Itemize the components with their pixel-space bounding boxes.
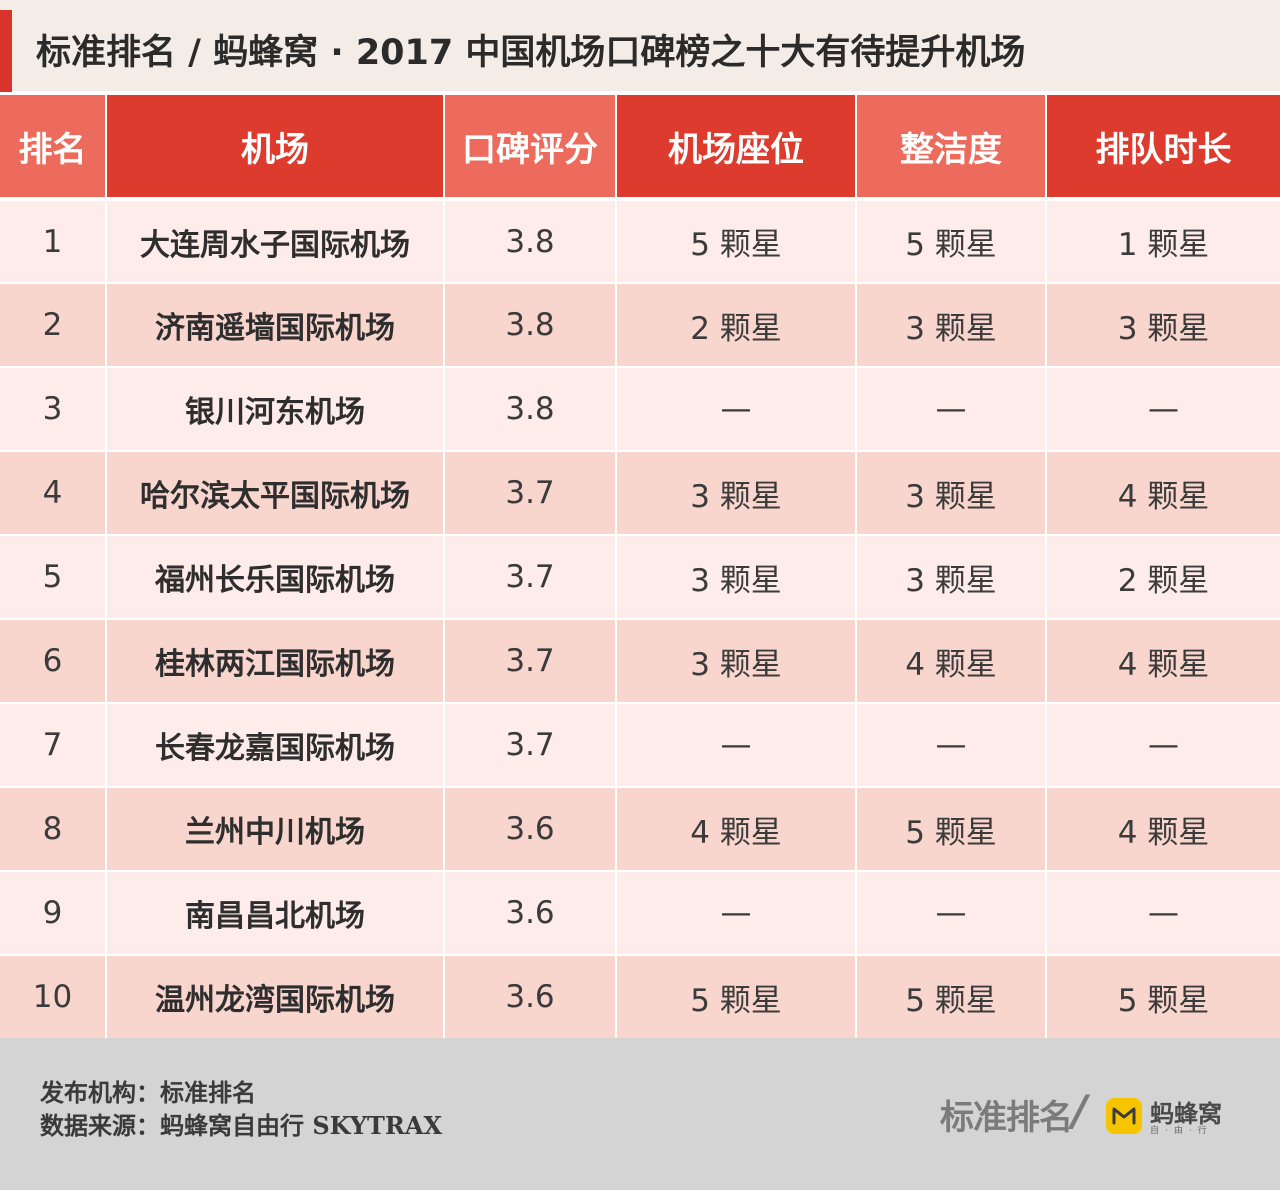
- score-cell: 3.7: [444, 619, 617, 704]
- seats-cell: 4 颗星: [616, 787, 857, 872]
- airport-name-cell: 温州龙湾国际机场: [106, 955, 445, 1040]
- table-row: 8 兰州中川机场 3.6 4 颗星 5 颗星 4 颗星: [0, 787, 1280, 872]
- score-cell: 3.7: [444, 535, 617, 620]
- seats-cell: 3 颗星: [616, 619, 857, 704]
- table-row: 3 银川河东机场 3.8 — — —: [0, 367, 1280, 452]
- cleanliness-cell: 5 颗星: [856, 955, 1047, 1040]
- score-cell: 3.6: [444, 787, 617, 872]
- data-source-text: 数据来源：蚂蜂窝自由行 SKYTRAX: [40, 1111, 443, 1140]
- table-row: 1 大连周水子国际机场 3.8 5 颗星 5 颗星 1 颗星: [0, 199, 1280, 284]
- airport-name-cell: 南昌昌北机场: [106, 871, 445, 956]
- cleanliness-cell: 5 颗星: [856, 199, 1047, 284]
- seats-cell: 5 颗星: [616, 199, 857, 284]
- queue-cell: —: [1046, 703, 1280, 788]
- cleanliness-cell: —: [856, 367, 1047, 452]
- column-header-airport: 机场: [106, 95, 445, 201]
- rank-cell: 4: [0, 451, 107, 536]
- column-header-rank: 排名: [0, 95, 107, 201]
- rank-cell: 5: [0, 535, 107, 620]
- seats-cell: 3 颗星: [616, 451, 857, 536]
- score-cell: 3.6: [444, 871, 617, 956]
- airport-name-cell: 大连周水子国际机场: [106, 199, 445, 284]
- page-title: 标准排名 / 蚂蜂窝 · 2017 中国机场口碑榜之十大有待提升机场: [36, 33, 1026, 73]
- mafengwo-m-icon: [1112, 1107, 1136, 1125]
- column-header-seats: 机场座位: [616, 95, 857, 201]
- score-cell: 3.8: [444, 367, 617, 452]
- airport-name-cell: 济南遥墙国际机场: [106, 283, 445, 368]
- cleanliness-cell: 3 颗星: [856, 283, 1047, 368]
- queue-cell: —: [1046, 871, 1280, 956]
- logo-divider: /: [1072, 1086, 1088, 1135]
- queue-cell: 1 颗星: [1046, 199, 1280, 284]
- rank-cell: 9: [0, 871, 107, 956]
- table-row: 7 长春龙嘉国际机场 3.7 — — —: [0, 703, 1280, 788]
- airport-name-cell: 桂林两江国际机场: [106, 619, 445, 704]
- mafengwo-logo-text: 蚂蜂窝: [1150, 1100, 1222, 1128]
- queue-cell: 2 颗星: [1046, 535, 1280, 620]
- cleanliness-cell: —: [856, 703, 1047, 788]
- table-header-row: 排名 机场 口碑评分 机场座位 整洁度 排队时长: [0, 95, 1280, 201]
- rank-cell: 10: [0, 955, 107, 1040]
- seats-cell: 2 颗星: [616, 283, 857, 368]
- table-row: 6 桂林两江国际机场 3.7 3 颗星 4 颗星 4 颗星: [0, 619, 1280, 704]
- column-header-cleanliness: 整洁度: [856, 95, 1047, 201]
- title-accent-bar: [0, 10, 12, 92]
- table-row: 5 福州长乐国际机场 3.7 3 颗星 3 颗星 2 颗星: [0, 535, 1280, 620]
- queue-cell: 5 颗星: [1046, 955, 1280, 1040]
- seats-cell: —: [616, 703, 857, 788]
- rank-cell: 1: [0, 199, 107, 284]
- rank-cell: 7: [0, 703, 107, 788]
- queue-cell: 3 颗星: [1046, 283, 1280, 368]
- table-row: 10 温州龙湾国际机场 3.6 5 颗星 5 颗星 5 颗星: [0, 955, 1280, 1040]
- cleanliness-cell: 4 颗星: [856, 619, 1047, 704]
- column-header-queue-time: 排队时长: [1046, 95, 1280, 201]
- airport-name-cell: 哈尔滨太平国际机场: [106, 451, 445, 536]
- footer-bottom-strip: [0, 1190, 1280, 1198]
- score-cell: 3.8: [444, 283, 617, 368]
- queue-cell: 4 颗星: [1046, 787, 1280, 872]
- queue-cell: 4 颗星: [1046, 451, 1280, 536]
- queue-cell: 4 颗星: [1046, 619, 1280, 704]
- airport-name-cell: 福州长乐国际机场: [106, 535, 445, 620]
- cleanliness-cell: 3 颗星: [856, 535, 1047, 620]
- seats-cell: 5 颗星: [616, 955, 857, 1040]
- footer: [0, 1038, 1280, 1190]
- cleanliness-cell: 5 颗星: [856, 787, 1047, 872]
- rank-cell: 2: [0, 283, 107, 368]
- queue-cell: —: [1046, 367, 1280, 452]
- score-cell: 3.7: [444, 451, 617, 536]
- ranking-table: 排名 机场 口碑评分 机场座位 整洁度 排队时长 1 大连周水子国际机场 3.8…: [0, 95, 1280, 1040]
- title-bar: 标准排名 / 蚂蜂窝 · 2017 中国机场口碑榜之十大有待提升机场: [0, 0, 1280, 95]
- mafengwo-logo-subtext: 自·由·行: [1150, 1126, 1213, 1136]
- airport-name-cell: 长春龙嘉国际机场: [106, 703, 445, 788]
- seats-cell: —: [616, 871, 857, 956]
- seats-cell: 3 颗星: [616, 535, 857, 620]
- table-row: 9 南昌昌北机场 3.6 — — —: [0, 871, 1280, 956]
- rank-cell: 6: [0, 619, 107, 704]
- mafengwo-logo-icon: [1106, 1098, 1142, 1134]
- cleanliness-cell: 3 颗星: [856, 451, 1047, 536]
- rank-cell: 3: [0, 367, 107, 452]
- table-row: 4 哈尔滨太平国际机场 3.7 3 颗星 3 颗星 4 颗星: [0, 451, 1280, 536]
- seats-cell: —: [616, 367, 857, 452]
- airport-name-cell: 兰州中川机场: [106, 787, 445, 872]
- score-cell: 3.8: [444, 199, 617, 284]
- publisher-text: 发布机构：标准排名: [40, 1078, 256, 1107]
- rank-cell: 8: [0, 787, 107, 872]
- cleanliness-cell: —: [856, 871, 1047, 956]
- airport-name-cell: 银川河东机场: [106, 367, 445, 452]
- biaozhun-paiming-logo: 标准排名: [940, 1098, 1073, 1138]
- score-cell: 3.6: [444, 955, 617, 1040]
- score-cell: 3.7: [444, 703, 617, 788]
- table-row: 2 济南遥墙国际机场 3.8 2 颗星 3 颗星 3 颗星: [0, 283, 1280, 368]
- column-header-score: 口碑评分: [444, 95, 617, 201]
